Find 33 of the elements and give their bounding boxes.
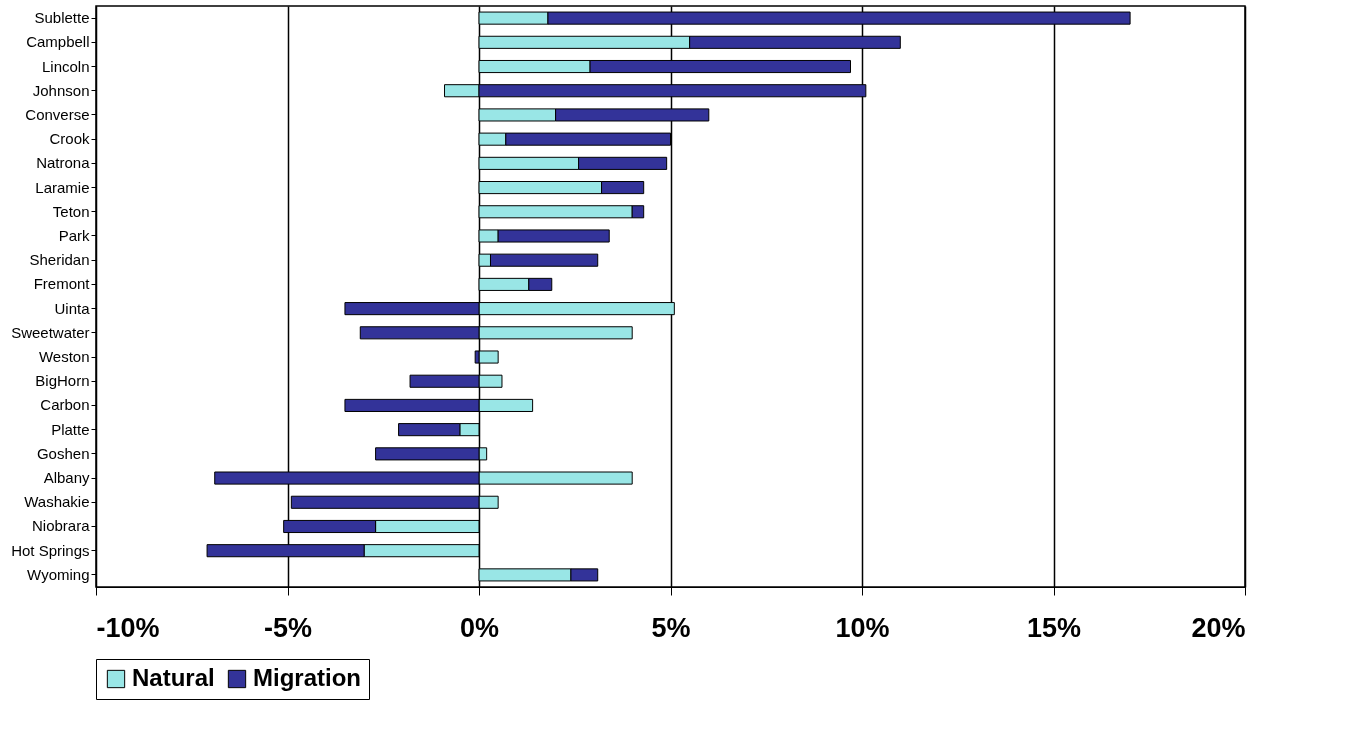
y-tick-label: Goshen (36, 444, 90, 462)
y-tick-label: Lincoln (41, 57, 90, 75)
y-tick-label: Sublette (34, 9, 90, 27)
x-tick-label: 15% (1026, 612, 1082, 643)
y-tick-label: Niobrara (31, 517, 91, 535)
y-tick-label: Teton (52, 202, 90, 220)
x-tick-label: -5% (263, 612, 313, 643)
y-tick-label: Carbon (40, 396, 90, 414)
x-tick-label: 5% (651, 612, 691, 643)
y-tick-label: Sweetwater (11, 323, 90, 341)
y-tick-label: Wyoming (27, 565, 90, 583)
y-tick-label: Laramie (35, 178, 90, 196)
y-tick-label: Park (58, 226, 90, 244)
y-tick-label: Campbell (26, 33, 90, 51)
y-tick-label: Sheridan (29, 251, 90, 269)
x-tick-label: 20% (1191, 612, 1246, 643)
y-tick-label: Platte (51, 420, 90, 438)
y-tick-label: Albany (43, 469, 90, 487)
y-tick-label: Converse (25, 105, 90, 123)
y-tick-label: Uinta (54, 299, 91, 317)
x-tick-label: 0% (459, 612, 500, 643)
legend-label: Migration (253, 664, 361, 691)
x-tick-label: 10% (835, 612, 890, 643)
y-tick-label: Natrona (36, 154, 91, 172)
y-tick-label: Crook (49, 130, 90, 148)
y-tick-label: BigHorn (35, 372, 90, 390)
y-tick-label: Washakie (24, 493, 90, 511)
y-tick-label: Johnson (32, 81, 90, 99)
y-tick-label: Weston (38, 348, 90, 366)
x-tick-label: -10% (96, 612, 160, 643)
y-tick-label: Hot Springs (11, 541, 90, 559)
legend-label: Natural (132, 664, 215, 691)
y-tick-label: Fremont (33, 275, 91, 293)
